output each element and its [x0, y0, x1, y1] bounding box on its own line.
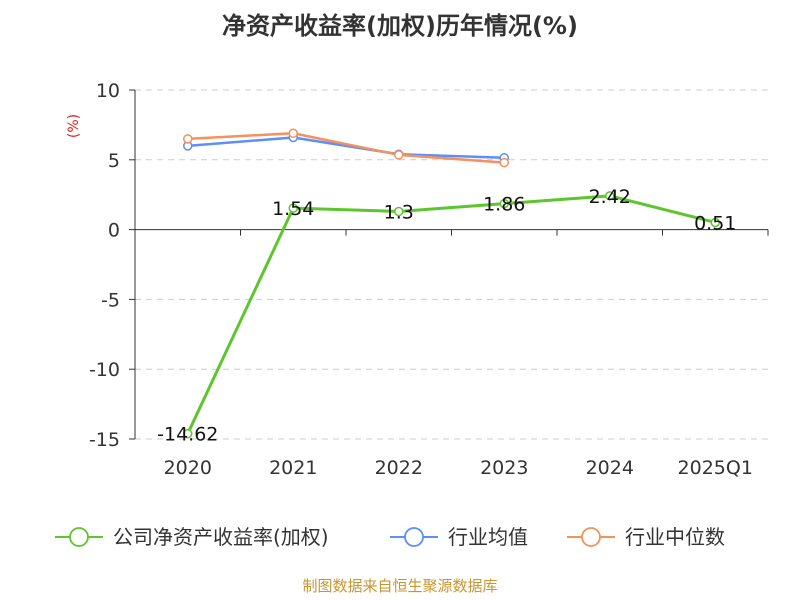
legend-item-2[interactable]: 行业中位数: [567, 525, 725, 549]
data-label: 1.54: [272, 198, 314, 220]
x-tick-label: 2024: [586, 457, 634, 479]
legend-marker: [581, 527, 601, 547]
data-label: -14.62: [157, 424, 218, 446]
y-tick-label: 0: [108, 220, 120, 242]
x-tick-label: 2023: [480, 457, 528, 479]
y-tick-label: 10: [96, 80, 120, 102]
data-point: [710, 217, 720, 228]
data-point: [394, 206, 404, 217]
series-0: [183, 191, 720, 439]
data-point: [499, 157, 509, 168]
legend-label: 行业中位数: [625, 525, 725, 549]
data-point: [183, 134, 193, 144]
legend-item-1[interactable]: 行业均值: [390, 525, 528, 549]
x-tick-labels: 2020 2021 2022 2023 2024 2025Q1: [164, 457, 753, 479]
data-point: [183, 428, 193, 439]
y-tick-label: -5: [101, 289, 120, 311]
y-tick-labels: 10 5 0 -5 -10 -15: [89, 80, 120, 451]
data-label: 1.86: [483, 194, 525, 216]
source-note: 制图数据来自恒生聚源数据库: [302, 577, 497, 595]
data-point: [499, 198, 509, 209]
series-layer: [183, 128, 720, 439]
x-tick-label: 2022: [375, 457, 423, 479]
series-line: [186, 194, 716, 435]
y-tick-label: -15: [89, 429, 120, 451]
y-tick-label: -10: [89, 359, 120, 381]
legend-label: 公司净资产收益率(加权): [113, 525, 329, 549]
y-axis-unit: (%): [66, 114, 82, 138]
y-tick-label: 5: [108, 150, 120, 172]
data-label: 1.3: [384, 201, 414, 223]
series-2: [183, 128, 509, 168]
series-line: [187, 136, 505, 159]
data-labels: -14.62 1.54 1.3 1.86 2.42 0.51: [157, 186, 736, 446]
x-tick-label: 2020: [164, 457, 212, 479]
axes: [129, 89, 769, 440]
data-point: [605, 191, 615, 201]
legend-item-0[interactable]: 公司净资产收益率(加权): [55, 525, 329, 549]
legend-label: 行业均值: [448, 525, 528, 549]
series-line: [187, 132, 505, 164]
data-point: [288, 203, 298, 213]
data-point: [288, 128, 298, 139]
x-tick-label: 2021: [269, 457, 317, 479]
data-label: 2.42: [589, 186, 631, 208]
data-point: [394, 150, 404, 160]
data-label: 0.51: [694, 212, 736, 234]
legend-marker: [404, 527, 424, 547]
legend-marker: [69, 527, 89, 547]
x-tick-label: 2025Q1: [678, 457, 753, 479]
legend[interactable]: 公司净资产收益率(加权) 行业均值 行业中位数: [55, 525, 725, 549]
chart-title: 净资产收益率(加权)历年情况(%): [222, 12, 578, 40]
